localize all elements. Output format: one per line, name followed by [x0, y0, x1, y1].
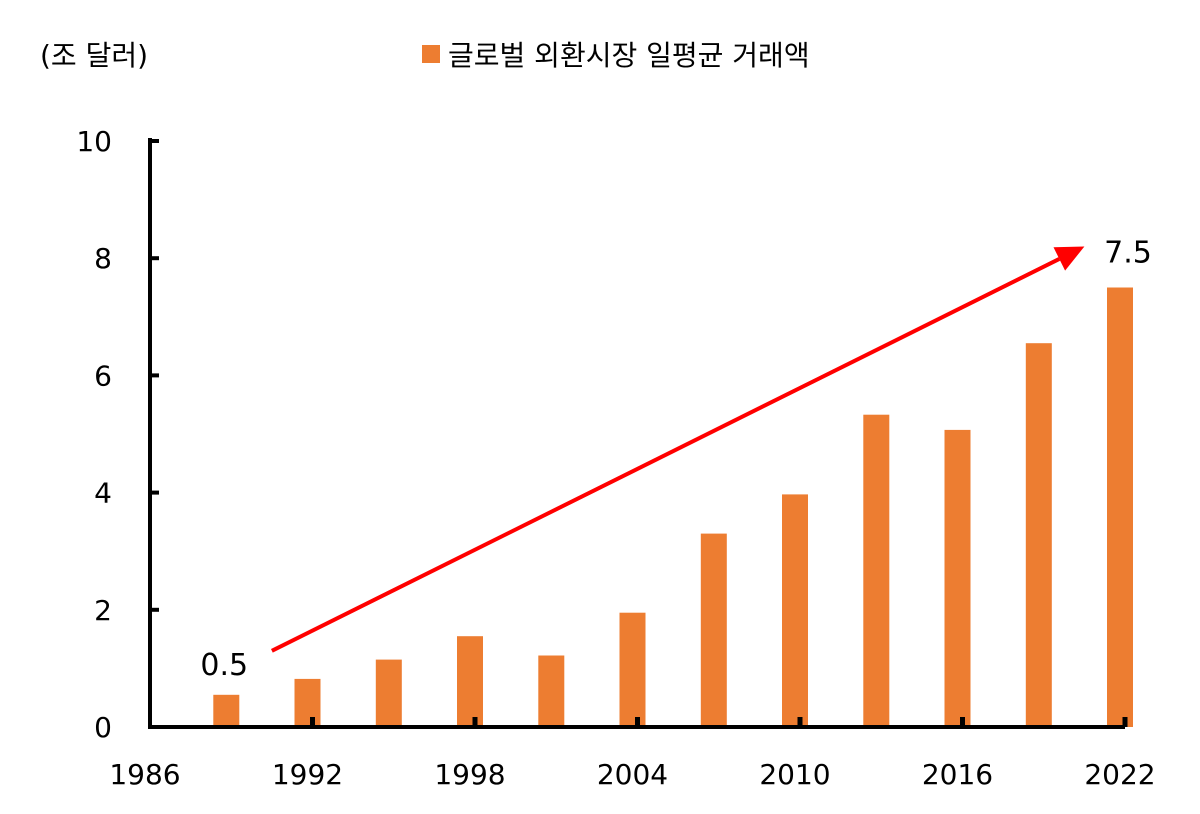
bar-2001: [538, 655, 565, 727]
bar-2013: [863, 414, 890, 727]
trend-arrow-line: [270, 257, 1061, 653]
bars-group: [213, 287, 1133, 727]
y-tick-label: 0: [94, 711, 112, 744]
bar-2019: [1025, 343, 1052, 727]
y-tick-label: 4: [94, 477, 112, 510]
x-tick-label: 1992: [272, 758, 343, 791]
x-tick-label: 1998: [434, 758, 505, 791]
legend-label: 글로벌 외환시장 일평균 거래액: [448, 39, 810, 72]
bar-2007: [700, 533, 727, 727]
axes-group: 0 2 4 6 8 10 1986 1992 1998 2004 2010 2016 2022: [76, 125, 1155, 791]
y-tick-label: 8: [94, 242, 112, 275]
annotation-label: 0.5: [200, 648, 248, 683]
bar-1995: [375, 659, 402, 727]
y-tick-label: 10: [76, 125, 112, 158]
y-tick-label: 6: [94, 359, 112, 392]
y-tick-label: 2: [94, 594, 112, 627]
bar-1992: [294, 678, 321, 727]
annotation-label: 7.5: [1104, 236, 1152, 271]
legend-swatch: [422, 45, 440, 63]
x-tick-label: 2022: [1084, 758, 1155, 791]
bar-2022: [1107, 287, 1133, 727]
bar-2004: [619, 612, 646, 727]
y-axis-unit-label: (조 달러): [40, 39, 149, 72]
trend-arrow-head: [1053, 246, 1085, 271]
bar-2010: [782, 494, 808, 727]
annotations-group: 0.5 7.5: [200, 236, 1151, 683]
bar-1998: [457, 636, 483, 727]
legend: 글로벌 외환시장 일평균 거래액: [422, 34, 810, 74]
bar-2016: [944, 429, 971, 727]
bar-1989: [213, 694, 240, 727]
x-tick-label: 2016: [922, 758, 993, 791]
x-tick-label: 2010: [759, 758, 830, 791]
x-tick-label: 2004: [597, 758, 668, 791]
x-tick-label: 1986: [109, 758, 180, 791]
